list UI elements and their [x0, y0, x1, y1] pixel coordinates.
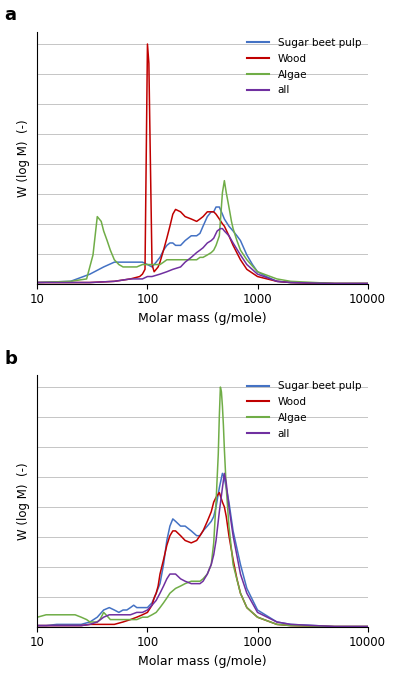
Y-axis label: W (log M)  (-): W (log M) (-): [17, 119, 30, 196]
Text: b: b: [4, 350, 17, 367]
Legend: Sugar beet pulp, Wood, Algae, all: Sugar beet pulp, Wood, Algae, all: [243, 378, 364, 441]
Text: a: a: [4, 7, 17, 24]
Legend: Sugar beet pulp, Wood, Algae, all: Sugar beet pulp, Wood, Algae, all: [243, 35, 364, 99]
Y-axis label: W (log M)  (-): W (log M) (-): [17, 462, 30, 540]
X-axis label: Molar mass (g/mole): Molar mass (g/mole): [138, 312, 267, 325]
X-axis label: Molar mass (g/mole): Molar mass (g/mole): [138, 655, 267, 668]
